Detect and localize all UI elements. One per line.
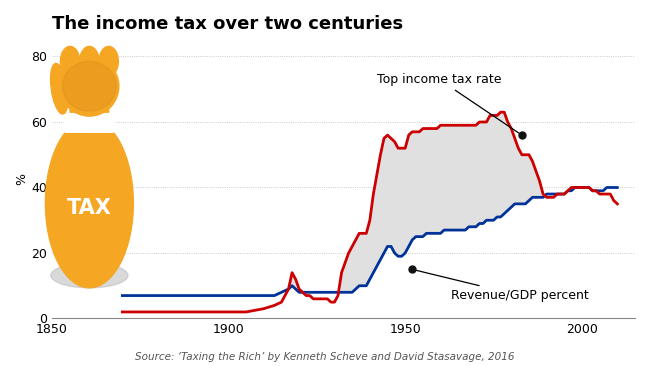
Ellipse shape [51,263,128,288]
Ellipse shape [80,46,99,76]
Ellipse shape [60,46,80,76]
Text: TAX: TAX [67,198,112,218]
Ellipse shape [46,119,133,288]
Ellipse shape [62,61,116,111]
Text: The income tax over two centuries: The income tax over two centuries [51,15,403,33]
Ellipse shape [70,96,109,126]
Text: Top income tax rate: Top income tax rate [377,73,519,134]
FancyBboxPatch shape [65,113,114,132]
Ellipse shape [60,56,119,116]
Y-axis label: %: % [15,173,28,185]
Text: Revenue/GDP percent: Revenue/GDP percent [415,270,589,302]
Ellipse shape [99,46,118,76]
FancyBboxPatch shape [66,115,112,131]
Text: Source: ‘Taxing the Rich’ by Kenneth Scheve and David Stasavage, 2016: Source: ‘Taxing the Rich’ by Kenneth Sch… [135,352,515,362]
Ellipse shape [51,63,68,114]
